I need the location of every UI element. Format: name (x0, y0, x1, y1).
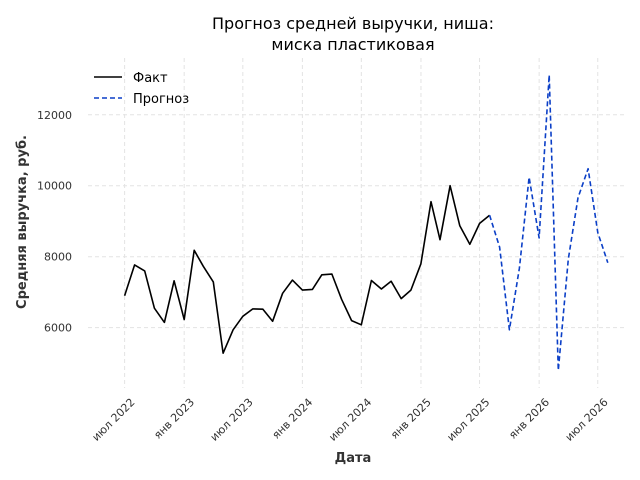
x-axis-ticks: июл 2022 янв 2023 июл 2023 янв 2024 июл 2024… (90, 396, 611, 444)
series-line-fact (123, 184, 491, 355)
x-tick-label: июл 2026 (563, 396, 611, 444)
chart-title-line-2: миска пластиковая (271, 35, 434, 54)
x-tick-label: янв 2023 (151, 396, 197, 442)
x-tick-label: июл 2025 (444, 396, 492, 444)
x-tick-label: янв 2025 (388, 396, 434, 442)
series-line-forecast (488, 74, 609, 372)
x-tick-label: янв 2026 (506, 396, 552, 442)
y-tick-label: 12000 (37, 109, 72, 122)
legend-label-fact: Факт (133, 71, 168, 86)
x-tick-label: июл 2024 (326, 396, 374, 444)
y-axis-ticks: 6000 8000 10000 12000 (37, 109, 72, 335)
series-lines (123, 74, 609, 372)
y-tick-label: 6000 (44, 322, 72, 335)
chart-title-line-1: Прогноз средней выручки, ниша: (212, 14, 494, 33)
x-tick-label: июл 2023 (208, 396, 256, 444)
x-tick-label: янв 2024 (270, 396, 316, 442)
grid (88, 58, 624, 388)
x-tick-label: июл 2022 (90, 396, 138, 444)
legend-label-forecast: Прогноз (133, 92, 189, 107)
y-axis-label: Средняя выручка, руб. (15, 135, 30, 309)
y-tick-label: 10000 (37, 180, 72, 193)
legend: Факт Прогноз (94, 71, 189, 107)
y-tick-label: 8000 (44, 251, 72, 264)
x-axis-label: Дата (335, 451, 372, 466)
